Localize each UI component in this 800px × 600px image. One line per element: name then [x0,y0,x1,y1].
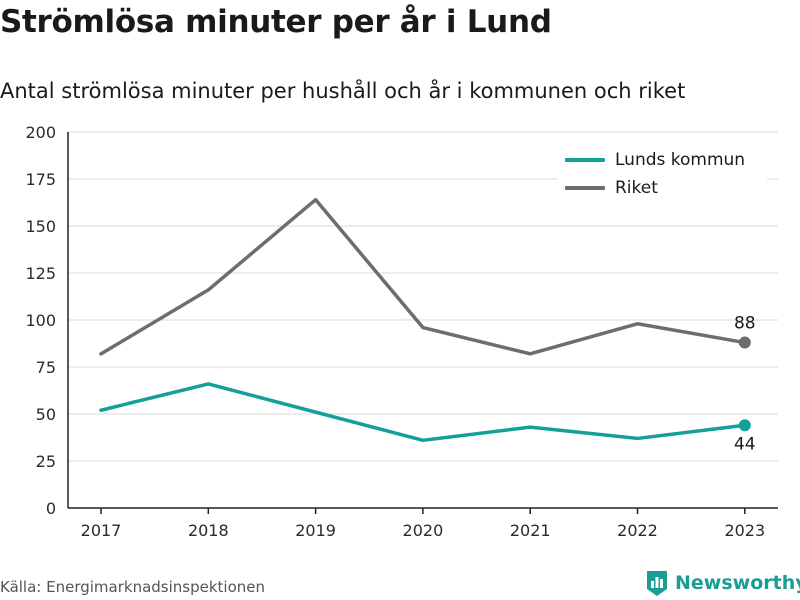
source-note: Källa: Energimarknadsinspektionen [0,578,266,596]
y-tick-label: 0 [46,499,56,518]
data-label: 88 [734,314,756,334]
x-tick-label: 2019 [295,521,336,540]
legend-item-riket: Riket [557,174,767,202]
x-tick-label: 2017 [81,521,122,540]
y-tick-label: 200 [25,123,56,142]
x-tick-label: 2018 [188,521,229,540]
x-tick-label: 2020 [403,521,444,540]
brand-name: Newsworthy [675,572,800,594]
bar-chart-logo-icon [647,571,667,596]
y-tick-label: 75 [36,358,56,377]
x-tick-label: 2022 [617,521,658,540]
legend-label-riket: Riket [615,178,658,198]
y-tick-label: 150 [25,217,56,236]
legend-swatch-riket [565,186,605,190]
y-tick-label: 50 [36,405,56,424]
legend-item-lunds: Lunds kommun [557,146,767,174]
x-tick-label: 2023 [724,521,765,540]
y-tick-label: 25 [36,452,56,471]
series-line [99,197,747,356]
brand-logo[interactable]: Newsworthy [645,569,800,597]
data-label: 44 [734,434,756,454]
series-end-point [738,419,751,432]
y-tick-label: 125 [25,264,56,283]
y-tick-label: 175 [25,170,56,189]
chart-title: Strömlösa minuter per år i Lund [0,4,552,40]
legend-label-lunds: Lunds kommun [615,150,746,170]
series-line [99,382,747,443]
legend: Lunds kommun Riket [557,142,767,206]
chart-subtitle: Antal strömlösa minuter per hushåll och … [0,79,686,103]
y-tick-label: 100 [25,311,56,330]
line-chart: 0 25 50 75 100 125 150 175 200 2017 2018 2019 2020 20… [25,123,778,540]
x-tick-label: 2021 [510,521,551,540]
series-end-point [738,336,751,349]
legend-swatch-lunds [565,158,605,162]
